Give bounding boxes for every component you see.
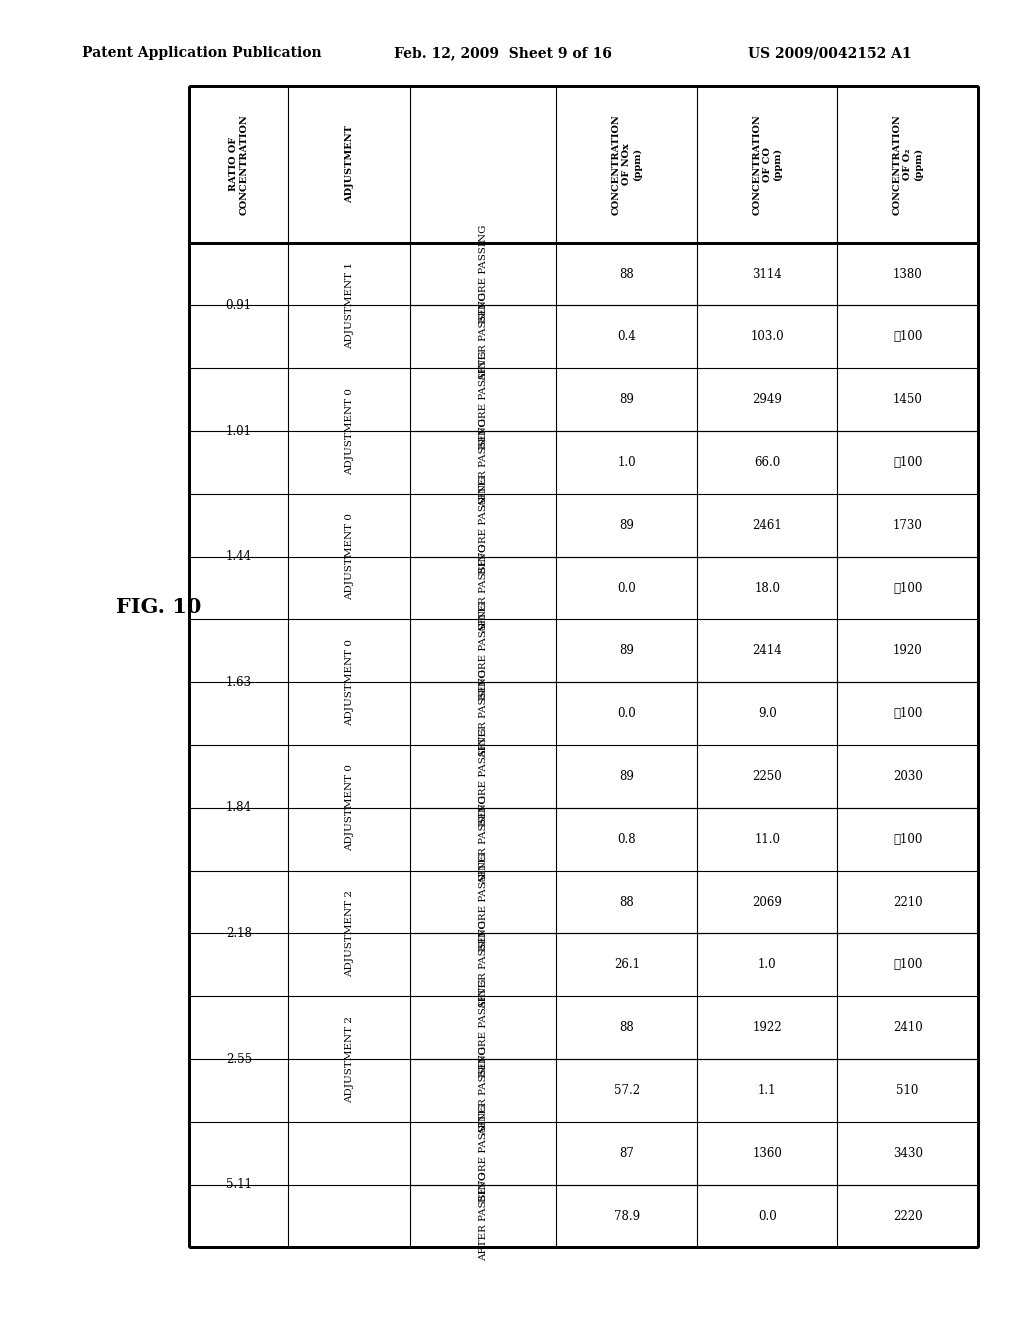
Text: 2250: 2250 (753, 770, 782, 783)
Text: ADJUSTMENT 2: ADJUSTMENT 2 (345, 890, 353, 977)
Text: 9.0: 9.0 (758, 708, 776, 721)
Text: 2461: 2461 (753, 519, 782, 532)
Text: 2069: 2069 (753, 895, 782, 908)
Text: CONCENTRATION
OF O₂
(ppm): CONCENTRATION OF O₂ (ppm) (893, 114, 923, 215)
Text: 0.8: 0.8 (617, 833, 636, 846)
Text: 2030: 2030 (893, 770, 923, 783)
Text: 11.0: 11.0 (755, 833, 780, 846)
Text: CONCENTRATION
OF CO
(ppm): CONCENTRATION OF CO (ppm) (753, 114, 782, 215)
Text: 1920: 1920 (893, 644, 923, 657)
Text: RATIO OF
CONCENTRATION: RATIO OF CONCENTRATION (229, 114, 249, 215)
Text: ADJUSTMENT: ADJUSTMENT (345, 125, 353, 203)
Text: 89: 89 (620, 770, 634, 783)
Text: ADJUSTMENT 0: ADJUSTMENT 0 (345, 513, 353, 601)
Text: ADJUSTMENT 2: ADJUSTMENT 2 (345, 1015, 353, 1102)
Text: BEFORE PASSING: BEFORE PASSING (479, 978, 488, 1077)
Text: ≪100: ≪100 (893, 833, 923, 846)
Text: ≪100: ≪100 (893, 708, 923, 721)
Text: 89: 89 (620, 519, 634, 532)
Text: 87: 87 (620, 1147, 634, 1160)
Text: 510: 510 (896, 1084, 919, 1097)
Text: 103.0: 103.0 (751, 330, 784, 343)
Text: 2220: 2220 (893, 1209, 923, 1222)
Text: 66.0: 66.0 (754, 455, 780, 469)
Text: 2414: 2414 (753, 644, 782, 657)
Text: 89: 89 (620, 393, 634, 407)
Text: 2210: 2210 (893, 895, 923, 908)
Text: AFTER PASSING: AFTER PASSING (479, 1171, 488, 1261)
Text: AFTER PASSING: AFTER PASSING (479, 292, 488, 381)
Text: AFTER PASSING: AFTER PASSING (479, 418, 488, 507)
Text: 1360: 1360 (753, 1147, 782, 1160)
Text: US 2009/0042152 A1: US 2009/0042152 A1 (748, 46, 911, 61)
Text: BEFORE PASSING: BEFORE PASSING (479, 727, 488, 825)
Text: BEFORE PASSING: BEFORE PASSING (479, 602, 488, 700)
Text: BEFORE PASSING: BEFORE PASSING (479, 224, 488, 323)
Text: BEFORE PASSING: BEFORE PASSING (479, 1104, 488, 1203)
Text: 2.18: 2.18 (226, 927, 252, 940)
Text: 0.91: 0.91 (225, 298, 252, 312)
Text: 26.1: 26.1 (613, 958, 640, 972)
Text: 2.55: 2.55 (225, 1052, 252, 1065)
Text: 1450: 1450 (893, 393, 923, 407)
Text: AFTER PASSING: AFTER PASSING (479, 544, 488, 632)
Text: 0.0: 0.0 (617, 708, 636, 721)
Text: 1.44: 1.44 (225, 550, 252, 564)
Text: ≪100: ≪100 (893, 330, 923, 343)
Text: 3430: 3430 (893, 1147, 923, 1160)
Text: 1.63: 1.63 (225, 676, 252, 689)
Text: AFTER PASSING: AFTER PASSING (479, 795, 488, 884)
Text: 88: 88 (620, 1022, 634, 1034)
Text: 1.01: 1.01 (225, 425, 252, 437)
Text: 1.0: 1.0 (617, 455, 636, 469)
Text: Patent Application Publication: Patent Application Publication (82, 46, 322, 61)
Text: AFTER PASSING: AFTER PASSING (479, 669, 488, 758)
Text: FIG. 10: FIG. 10 (116, 597, 202, 618)
Text: ≪100: ≪100 (893, 455, 923, 469)
Text: 0.0: 0.0 (758, 1209, 776, 1222)
Text: BEFORE PASSING: BEFORE PASSING (479, 350, 488, 449)
Text: 1730: 1730 (893, 519, 923, 532)
Text: BEFORE PASSING: BEFORE PASSING (479, 853, 488, 952)
Text: 2949: 2949 (753, 393, 782, 407)
Text: Feb. 12, 2009  Sheet 9 of 16: Feb. 12, 2009 Sheet 9 of 16 (394, 46, 612, 61)
Text: ADJUSTMENT 1: ADJUSTMENT 1 (345, 261, 353, 348)
Text: AFTER PASSING: AFTER PASSING (479, 1045, 488, 1135)
Text: 3114: 3114 (753, 268, 782, 281)
Text: ≪100: ≪100 (893, 582, 923, 594)
Text: 0.0: 0.0 (617, 582, 636, 594)
Text: ADJUSTMENT 0: ADJUSTMENT 0 (345, 388, 353, 474)
Text: 88: 88 (620, 895, 634, 908)
Text: 18.0: 18.0 (755, 582, 780, 594)
Text: BEFORE PASSING: BEFORE PASSING (479, 477, 488, 574)
Text: 78.9: 78.9 (613, 1209, 640, 1222)
Text: 88: 88 (620, 268, 634, 281)
Text: 1.0: 1.0 (758, 958, 776, 972)
Text: 1922: 1922 (753, 1022, 782, 1034)
Text: AFTER PASSING: AFTER PASSING (479, 920, 488, 1010)
Text: 1380: 1380 (893, 268, 923, 281)
Text: ADJUSTMENT 0: ADJUSTMENT 0 (345, 639, 353, 726)
Text: 1.84: 1.84 (225, 801, 252, 814)
Text: 89: 89 (620, 644, 634, 657)
Text: 5.11: 5.11 (225, 1179, 252, 1191)
Text: 1.1: 1.1 (758, 1084, 776, 1097)
Text: 0.4: 0.4 (617, 330, 636, 343)
Text: 2410: 2410 (893, 1022, 923, 1034)
Text: 57.2: 57.2 (613, 1084, 640, 1097)
Text: ADJUSTMENT 0: ADJUSTMENT 0 (345, 764, 353, 851)
Text: ≪100: ≪100 (893, 958, 923, 972)
Text: CONCENTRATION
OF NOx
(ppm): CONCENTRATION OF NOx (ppm) (611, 114, 642, 215)
